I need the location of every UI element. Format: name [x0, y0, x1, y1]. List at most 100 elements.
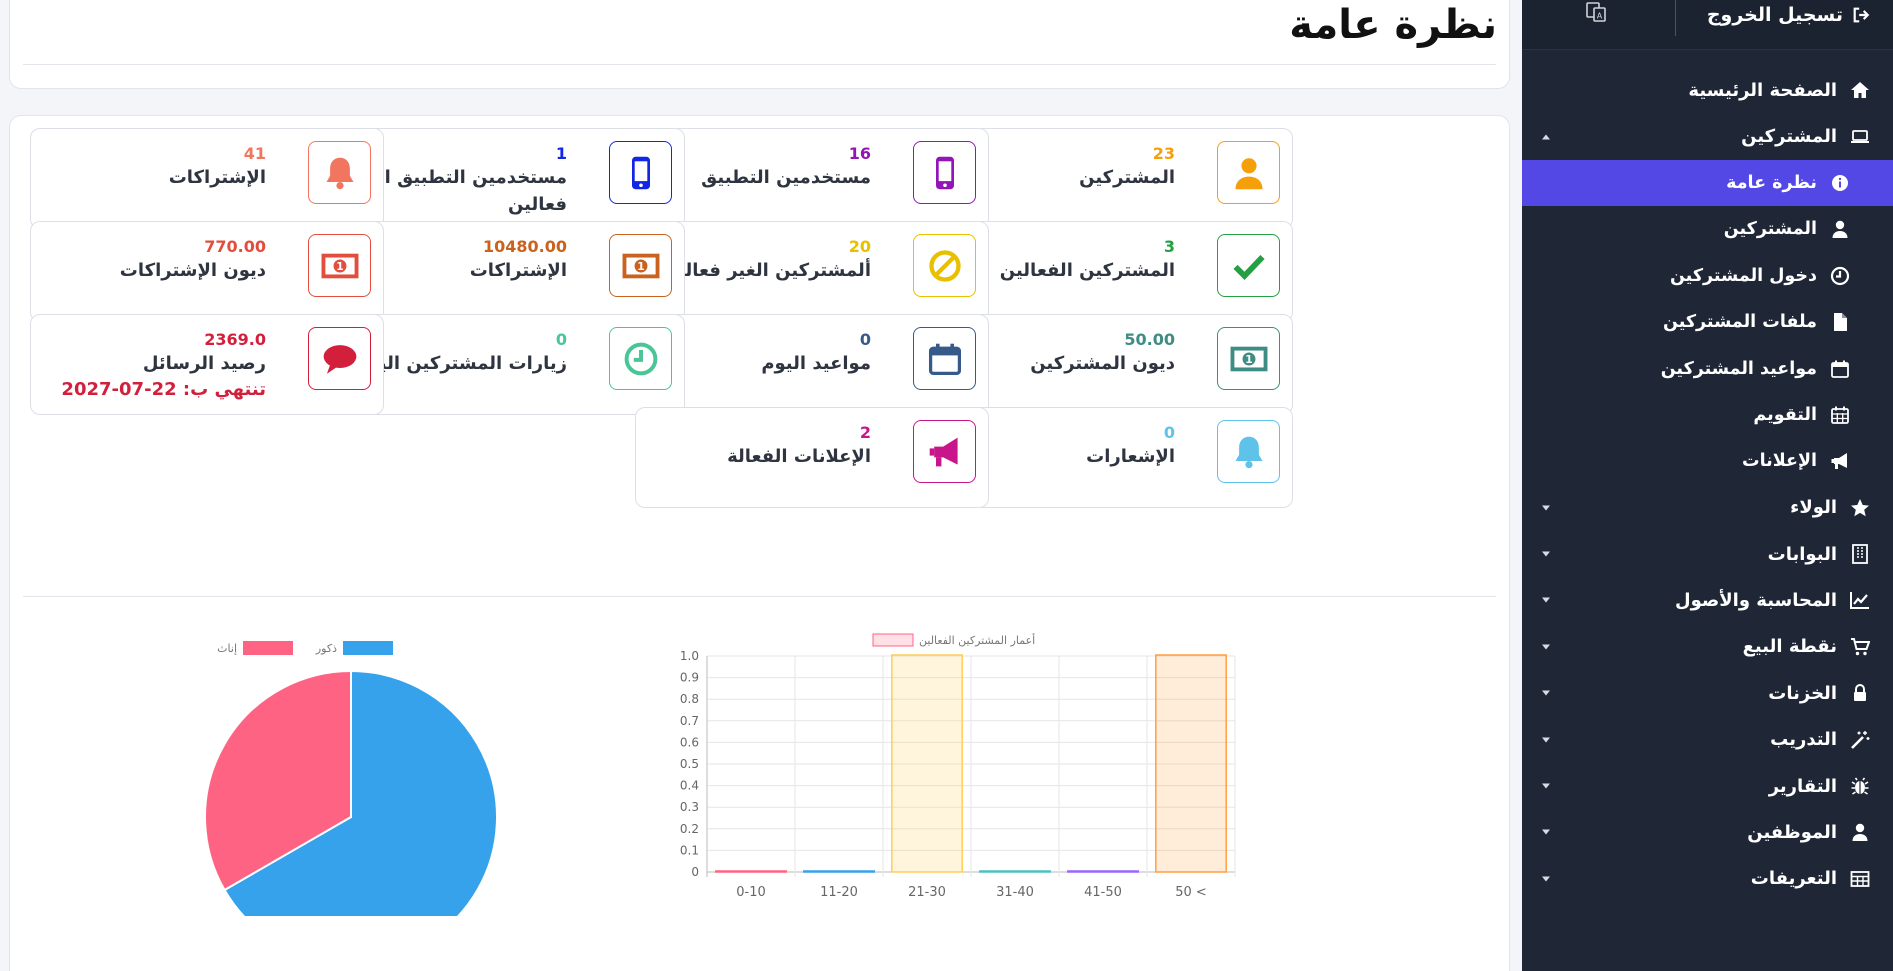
bell-icon — [308, 141, 371, 204]
sidebar-item-label: الخزنات — [1768, 682, 1837, 704]
stat-card[interactable]: 20 ألمشتركين الغير فعالين — [635, 221, 989, 322]
file-icon — [1827, 311, 1853, 333]
caret-down-icon — [1542, 829, 1550, 835]
sidebar-item-5[interactable]: ملفات المشتركين — [1522, 299, 1893, 345]
stat-value: 770.00 — [204, 237, 266, 256]
stat-card[interactable]: 1 مستخدمين التطبيق الغير فعالين — [331, 128, 685, 229]
sidebar-item-10[interactable]: البوابات — [1522, 531, 1893, 577]
sidebar-item-9[interactable]: الولاء — [1522, 485, 1893, 531]
sidebar-item-4[interactable]: دخول المشتركين — [1522, 253, 1893, 299]
magic-wand-icon — [1847, 729, 1873, 751]
sidebar-item-label: التدريب — [1770, 729, 1837, 751]
stat-card[interactable]: 3 المشتركين الفعالين — [939, 221, 1293, 322]
info-circle-icon — [1827, 172, 1853, 194]
y-tick-label: 0.9 — [680, 671, 699, 685]
content-divider — [23, 596, 1496, 597]
sidebar-item-17[interactable]: التعريفات — [1522, 856, 1893, 902]
sidebar-item-1[interactable]: المشتركين — [1522, 113, 1893, 159]
stat-card[interactable]: 2 الإعلانات الفعالة — [635, 407, 989, 508]
sidebar-item-14[interactable]: التدريب — [1522, 716, 1893, 762]
stat-text: 2 الإعلانات الفعالة — [651, 423, 871, 470]
money-icon: 1 — [609, 234, 672, 297]
stat-card[interactable]: 0 مواعيد اليوم — [635, 314, 989, 415]
stat-card[interactable]: 23 المشتركين — [939, 128, 1293, 229]
sidebar: تسجيل الخروج A الصفحة الرئيسية المشتركين ن… — [1522, 0, 1893, 971]
y-tick-label: 0.1 — [680, 843, 699, 857]
cart-icon — [1847, 636, 1873, 658]
x-tick-label: 0-10 — [736, 885, 766, 900]
page-header: نظرة عامة — [9, 0, 1510, 89]
bullhorn-icon — [1827, 450, 1853, 472]
stat-label: الإشتراكات — [168, 167, 266, 188]
y-tick-label: 1.0 — [680, 649, 699, 663]
svg-text:1: 1 — [637, 259, 644, 272]
sidebar-item-3[interactable]: المشتركين — [1522, 206, 1893, 252]
x-tick-label: 21-30 — [908, 885, 946, 900]
gender-pie-chart: ذكور إناث — [190, 616, 510, 964]
sidebar-item-0[interactable]: الصفحة الرئيسية — [1522, 67, 1893, 113]
stat-value: 16 — [848, 144, 871, 163]
stat-card[interactable]: 0 الإشعارات — [939, 407, 1293, 508]
user-icon — [1847, 821, 1873, 843]
sidebar-item-label: المشتركين — [1723, 219, 1817, 240]
bar — [715, 870, 787, 873]
legend-label: إناث — [217, 642, 237, 655]
ban-icon — [913, 234, 976, 297]
stat-value: 2369.0 — [204, 330, 266, 349]
table-icon — [1847, 868, 1873, 890]
sidebar-item-label: الإعلانات — [1742, 451, 1817, 472]
sidebar-item-label: نظرة عامة — [1726, 172, 1817, 193]
x-tick-label: 11-20 — [820, 885, 858, 900]
legend-label: أعمار المشتركين الفعالين — [919, 633, 1035, 647]
stat-card[interactable]: 1 770.00 ديون الإشتراكات — [30, 221, 384, 322]
sidebar-item-8[interactable]: الإعلانات — [1522, 438, 1893, 484]
caret-up-icon — [1542, 134, 1550, 140]
stat-card[interactable]: 1 10480.00 الإشتراكات — [331, 221, 685, 322]
header-divider — [23, 64, 1496, 65]
calendar-grid-icon — [1827, 404, 1853, 426]
stat-label: الإعلانات الفعالة — [727, 446, 871, 467]
caret-down-icon — [1542, 597, 1550, 603]
stat-value: 41 — [243, 144, 266, 163]
stat-text: 23 المشتركين — [955, 144, 1175, 191]
stat-label: زيارات المشتركين اليوم — [355, 353, 567, 374]
stat-card[interactable]: 0 زيارات المشتركين اليوم — [331, 314, 685, 415]
sidebar-item-6[interactable]: مواعيد المشتركين — [1522, 345, 1893, 391]
x-tick-label: 41-50 — [1084, 885, 1122, 900]
sidebar-item-7[interactable]: التقويم — [1522, 392, 1893, 438]
sidebar-item-11[interactable]: المحاسبة والأصول — [1522, 577, 1893, 623]
stat-label: الإشتراكات — [469, 260, 567, 281]
check-icon — [1217, 234, 1280, 297]
sidebar-item-12[interactable]: نقطة البيع — [1522, 624, 1893, 670]
stat-card[interactable]: 41 الإشتراكات — [30, 128, 384, 229]
y-tick-label: 0.6 — [680, 735, 699, 749]
stat-card[interactable]: 1 50.00 ديون المشتركين — [939, 314, 1293, 415]
sidebar-item-13[interactable]: الخزنات — [1522, 670, 1893, 716]
stat-value: 10480.00 — [482, 237, 567, 256]
logout-button[interactable]: تسجيل الخروج — [1707, 0, 1871, 30]
x-tick-label: 50 < — [1175, 885, 1207, 900]
sidebar-item-16[interactable]: الموظفين — [1522, 809, 1893, 855]
y-tick-label: 0.4 — [680, 779, 699, 793]
caret-down-icon — [1542, 783, 1550, 789]
stat-label: ديون الإشتراكات — [119, 260, 266, 281]
y-tick-label: 0.7 — [680, 714, 699, 728]
calendar-icon — [913, 327, 976, 390]
sidebar-item-label: التعريفات — [1750, 868, 1837, 890]
sidebar-item-15[interactable]: التقارير — [1522, 763, 1893, 809]
overview-panel: 23 المشتركين 16 مستخدمين التطبيق 1 مستخدمين ا… — [9, 115, 1510, 971]
sidebar-item-2[interactable]: نظرة عامة — [1522, 159, 1893, 207]
caret-down-icon — [1542, 505, 1550, 511]
svg-text:A: A — [1597, 12, 1603, 21]
caret-down-icon — [1542, 551, 1550, 557]
logout-label: تسجيل الخروج — [1706, 4, 1843, 26]
stat-card[interactable]: 2369.0 رصيد الرسائل تنتهي ب: 22-07-2027 — [30, 314, 384, 415]
stat-text: 20 ألمشتركين الغير فعالين — [651, 237, 871, 284]
stat-value: 2 — [859, 423, 871, 442]
language-icon[interactable]: A — [1582, 0, 1610, 24]
bar — [1155, 654, 1227, 873]
sidebar-item-label: المشتركين — [1741, 126, 1837, 148]
stat-card[interactable]: 16 مستخدمين التطبيق — [635, 128, 989, 229]
caret-down-icon — [1542, 737, 1550, 743]
home-icon — [1847, 79, 1873, 101]
